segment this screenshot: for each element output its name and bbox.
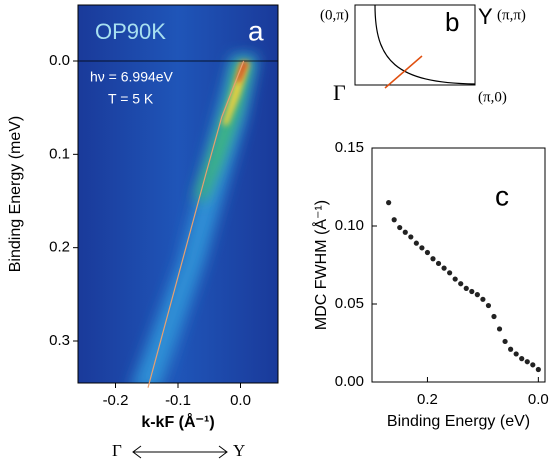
annotation: hν = 6.994eV (90, 69, 174, 85)
data-point (463, 285, 469, 291)
data-point (386, 200, 392, 206)
data-point (491, 313, 497, 320)
data-point (430, 256, 436, 262)
y-tick-label: 0.1 (49, 145, 70, 162)
y-tick-label: 0.2 (49, 239, 70, 256)
data-point (458, 281, 464, 287)
direction-label: Y (233, 441, 245, 460)
data-point (452, 276, 458, 282)
data-point (397, 224, 403, 231)
corner-label: (π,0) (478, 89, 507, 105)
data-point (519, 356, 525, 362)
data-point (474, 292, 480, 298)
data-point (391, 217, 397, 223)
data-point (530, 362, 536, 368)
y-axis-label: Binding Energy (meV) (7, 116, 24, 273)
x-tick-label: 0.0 (528, 391, 549, 408)
annotation: T = 5 K (108, 91, 154, 107)
y-tick-label: 0.05 (335, 295, 364, 312)
direction-arrow (132, 445, 228, 459)
data-point (508, 346, 514, 352)
data-point (447, 270, 453, 276)
y-axis-label: MDC FWHM (Å⁻¹) (311, 200, 330, 330)
data-point (524, 359, 530, 365)
heatmap (78, 5, 278, 383)
dispersion-line (147, 60, 245, 388)
fermi-surface (374, 4, 476, 85)
y-tick-label: 0.0 (49, 52, 70, 69)
x-axis-label: k-kF (Å⁻¹) (141, 412, 214, 431)
data-point (419, 245, 425, 251)
y-tick-label: 0.15 (335, 139, 364, 156)
data-point (513, 351, 519, 357)
data-point (441, 265, 447, 271)
cut-line (384, 55, 423, 89)
data-point (496, 326, 503, 332)
point-label: Y (478, 4, 493, 29)
corner-label: (0,π) (320, 7, 349, 23)
x-tick-label: -0.1 (165, 392, 191, 409)
data-point (408, 234, 414, 240)
zone-frame (354, 4, 476, 86)
data-point (424, 249, 431, 256)
chart-title: OP90K (95, 19, 166, 44)
data-point (413, 240, 419, 246)
panel-label: c (495, 180, 509, 211)
x-tick-label: 0.2 (417, 391, 438, 408)
x-tick-label: -0.2 (103, 392, 129, 409)
point-label: Γ (333, 80, 346, 105)
direction-label: Γ (112, 441, 122, 460)
data-point (435, 260, 442, 267)
x-axis-label: Binding Energy (eV) (387, 413, 530, 430)
data-point (502, 338, 508, 345)
panel-label: a (248, 15, 264, 46)
y-tick-label: 0.3 (49, 332, 70, 349)
data-point (535, 366, 541, 373)
panel-label: b (445, 7, 459, 37)
data-point (469, 288, 475, 295)
y-tick-label: 0.00 (335, 373, 364, 390)
data-point (480, 296, 486, 302)
x-tick-label: 0.0 (230, 392, 251, 409)
frame-c (371, 147, 546, 383)
data-point (485, 302, 492, 309)
data-point (402, 229, 408, 235)
y-tick-label: 0.10 (335, 217, 364, 234)
corner-label: (π,π) (497, 7, 526, 23)
